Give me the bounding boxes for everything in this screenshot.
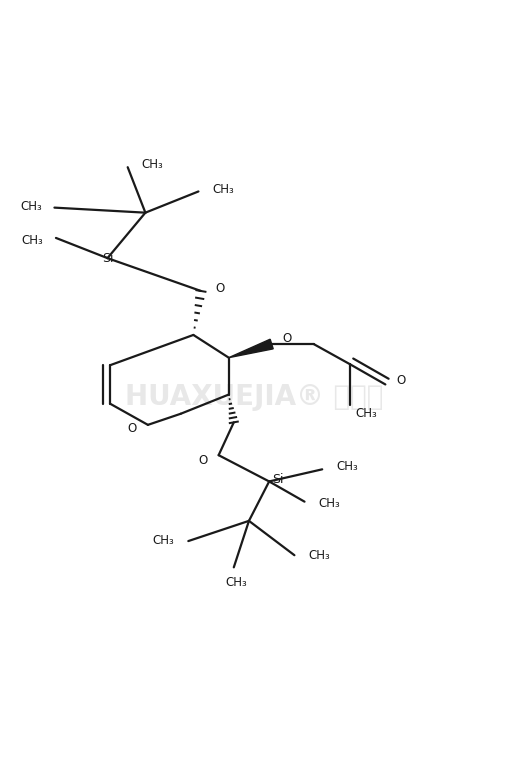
Text: CH₃: CH₃ bbox=[226, 576, 247, 590]
Text: CH₃: CH₃ bbox=[212, 183, 234, 196]
Text: O: O bbox=[128, 422, 137, 435]
Text: CH₃: CH₃ bbox=[21, 234, 43, 247]
Text: CH₃: CH₃ bbox=[319, 497, 340, 509]
Polygon shape bbox=[229, 339, 273, 358]
Text: CH₃: CH₃ bbox=[355, 407, 377, 420]
Text: Si: Si bbox=[272, 473, 283, 486]
Text: O: O bbox=[215, 282, 225, 295]
Text: HUAXUEJIA® 化学加: HUAXUEJIA® 化学加 bbox=[125, 383, 383, 411]
Text: Si: Si bbox=[102, 252, 113, 265]
Text: CH₃: CH₃ bbox=[20, 200, 42, 213]
Text: O: O bbox=[396, 374, 406, 387]
Text: O: O bbox=[198, 453, 208, 467]
Text: CH₃: CH₃ bbox=[152, 534, 174, 547]
Text: CH₃: CH₃ bbox=[142, 158, 164, 171]
Text: CH₃: CH₃ bbox=[336, 460, 358, 474]
Text: CH₃: CH₃ bbox=[308, 548, 330, 562]
Text: O: O bbox=[283, 333, 292, 345]
